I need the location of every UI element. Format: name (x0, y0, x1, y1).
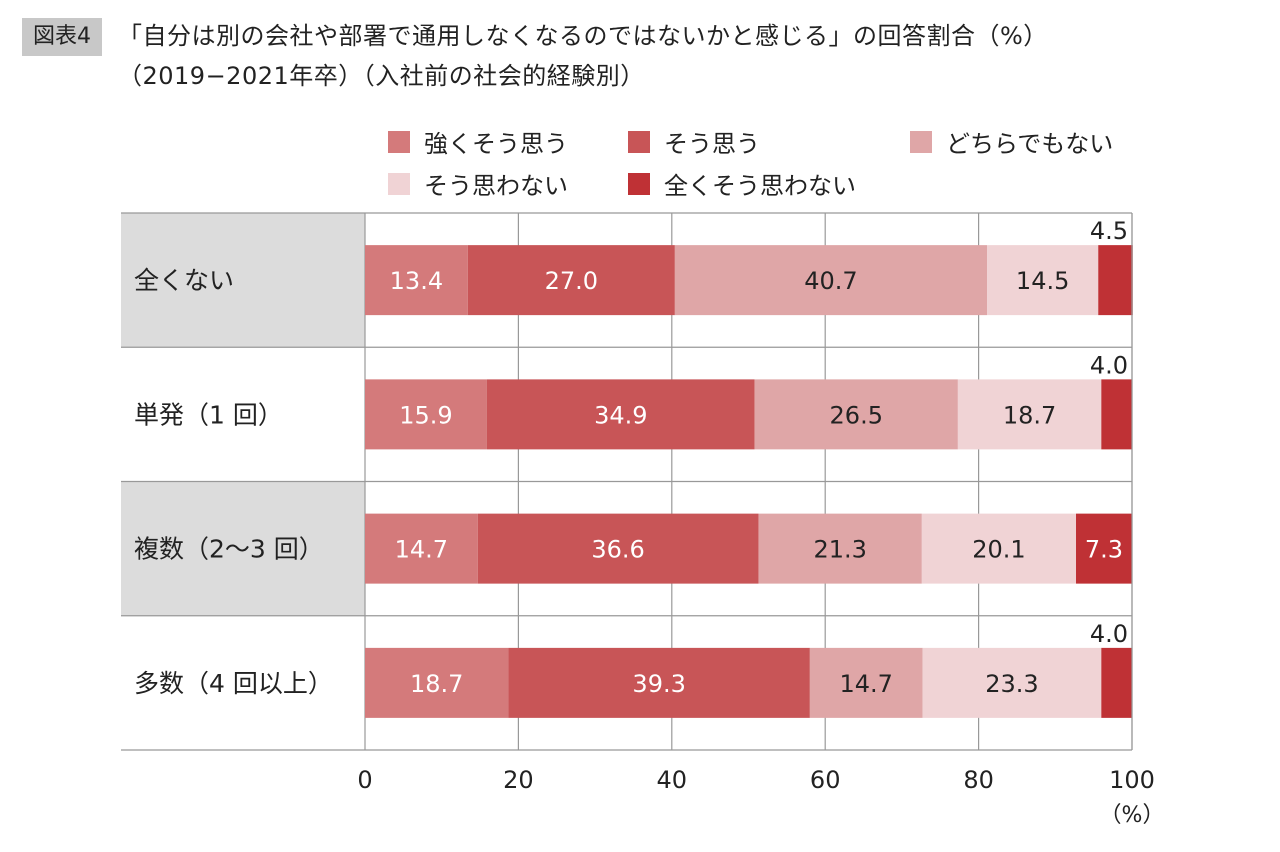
figure-tag: 図表4 (22, 18, 102, 56)
legend-label: どちらでもない (946, 130, 1114, 158)
legend-swatch (388, 172, 410, 195)
bar-segment (754, 379, 958, 450)
legend-swatch (388, 130, 410, 153)
legend-label: そう思わない (424, 172, 568, 200)
title-line-2: （2019−2021年卒）（入社前の社会的経験別） (118, 62, 645, 90)
data-label: 14.7 (840, 670, 893, 698)
data-label: 4.5 (1090, 217, 1128, 245)
data-label: 23.3 (985, 670, 1038, 698)
bar-segment (1101, 379, 1132, 450)
legend-item: そう思う (628, 124, 760, 159)
legend-item: 全くそう思わない (628, 166, 856, 201)
chart-title: 「自分は別の会社や部署で通用しなくなるのではないかと感じる」の回答割合（%） （… (118, 16, 1048, 96)
category-label: 多数（4 回以上） (134, 669, 333, 698)
legend-swatch (628, 172, 650, 195)
title-line-1: 「自分は別の会社や部署で通用しなくなるのではないかと感じる」の回答割合（%） (118, 22, 1048, 50)
bar-segment (365, 647, 509, 718)
data-label: 39.3 (632, 670, 685, 698)
legend-item: 強くそう思う (388, 124, 568, 159)
data-label: 34.9 (594, 401, 647, 429)
bar-segment (365, 379, 487, 450)
data-label: 18.7 (1003, 401, 1056, 429)
x-tick-label: 100 (1109, 766, 1155, 794)
legend-item: どちらでもない (910, 124, 1113, 159)
data-label: 7.3 (1085, 536, 1123, 564)
bar-segment (921, 513, 1077, 584)
bar-segment (365, 513, 478, 584)
category-label-bg (121, 481, 365, 616)
legend-label: 強くそう思う (424, 130, 568, 158)
bar-segment (809, 647, 923, 718)
bar-segment (987, 245, 1099, 316)
bar-segment (477, 513, 759, 584)
data-label: 15.9 (399, 401, 452, 429)
bar-segment (674, 245, 988, 316)
legend-label: 全くそう思わない (664, 172, 856, 200)
category-label-bg (121, 213, 365, 348)
data-label: 36.6 (591, 536, 644, 564)
x-tick-label: 80 (963, 766, 994, 794)
bar-segment (957, 379, 1102, 450)
bar-segment (486, 379, 755, 450)
x-tick-label: 0 (357, 766, 372, 794)
category-label: 単発（1 回） (134, 400, 283, 429)
legend-swatch (910, 130, 932, 153)
bar-segment (1101, 647, 1132, 718)
data-label: 13.4 (390, 267, 443, 295)
data-label: 14.7 (395, 536, 448, 564)
x-tick-label: 60 (810, 766, 841, 794)
legend-label: そう思う (664, 130, 760, 158)
x-axis-unit: （%） (1100, 803, 1165, 828)
data-label: 40.7 (804, 267, 857, 295)
legend-swatch (628, 130, 650, 153)
category-label: 全くない (134, 266, 234, 295)
bar-segment (1098, 245, 1133, 316)
bar-segment (1076, 513, 1132, 584)
data-label: 21.3 (813, 536, 866, 564)
bar-segment (467, 245, 675, 316)
category-label: 複数（2〜3 回） (134, 535, 324, 564)
bar-segment (508, 647, 810, 718)
data-label: 26.5 (830, 401, 883, 429)
x-tick-label: 20 (503, 766, 534, 794)
x-tick-label: 40 (657, 766, 688, 794)
bar-segment (758, 513, 922, 584)
legend-item: そう思わない (388, 166, 568, 201)
data-label: 18.7 (410, 670, 463, 698)
bar-segment (365, 245, 468, 316)
data-label: 14.5 (1016, 267, 1069, 295)
bar-segment (922, 647, 1102, 718)
data-label: 20.1 (972, 536, 1025, 564)
data-label: 4.0 (1090, 620, 1128, 648)
data-label: 27.0 (545, 267, 598, 295)
data-label: 4.0 (1090, 351, 1128, 379)
